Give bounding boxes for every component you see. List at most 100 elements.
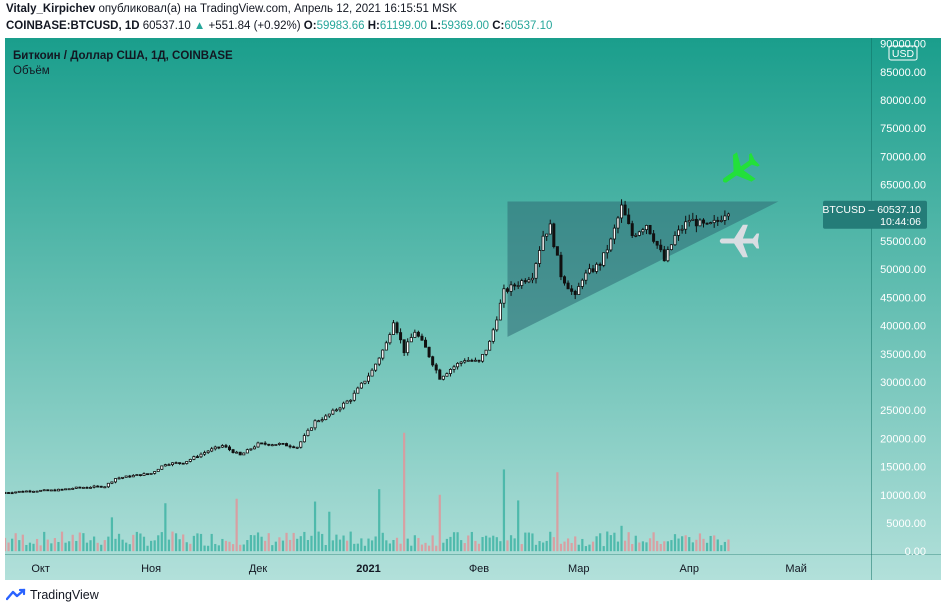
- candle: [131, 475, 135, 478]
- volume-bar: [613, 532, 616, 552]
- volume-bar: [142, 536, 146, 552]
- candle: [53, 489, 57, 492]
- candle: [39, 489, 43, 492]
- volume-bar: [157, 535, 160, 552]
- volume-bar: [331, 540, 334, 552]
- candlestick-chart[interactable]: Биткоин / Доллар США, 1Д, COINBASE Объём 9…: [5, 38, 941, 580]
- candle: [406, 341, 410, 354]
- volume-bar: [228, 541, 231, 552]
- y-tick-label: 45000.00: [880, 292, 926, 304]
- volume-indicator-label: Объём: [13, 65, 50, 77]
- volume-bar: [534, 544, 538, 552]
- candle: [10, 492, 14, 495]
- candle: [256, 442, 260, 448]
- open-label: O:: [303, 20, 317, 32]
- volume-bar: [634, 535, 637, 552]
- candle: [609, 238, 613, 251]
- volume-bar: [566, 538, 570, 552]
- candle: [427, 346, 431, 358]
- candle: [267, 443, 271, 446]
- candle: [434, 364, 438, 371]
- volume-bar: [538, 541, 541, 552]
- volume-bar: [388, 543, 391, 552]
- candle: [580, 279, 584, 287]
- candle: [680, 228, 684, 231]
- volume-bar: [663, 541, 666, 552]
- x-tick-label: Фев: [469, 563, 489, 575]
- volume-bar: [691, 542, 694, 552]
- x-tick-label: Дек: [249, 563, 268, 575]
- volume-bar: [485, 535, 488, 552]
- chart-background: [5, 38, 941, 580]
- volume-bar: [477, 543, 481, 552]
- candle: [726, 213, 730, 217]
- candle: [185, 460, 189, 464]
- candle: [473, 359, 477, 362]
- candle: [684, 221, 688, 230]
- volume-bar: [648, 538, 652, 552]
- candle: [712, 219, 716, 223]
- candle: [363, 380, 367, 384]
- volume-bar: [296, 538, 299, 552]
- candle: [128, 475, 132, 478]
- volume-bar: [28, 542, 32, 552]
- x-tick-label: 2021: [356, 563, 380, 575]
- candle: [498, 302, 502, 321]
- candle: [71, 487, 75, 490]
- candle: [374, 363, 378, 371]
- volume-bar: [641, 541, 645, 552]
- candle: [441, 375, 445, 380]
- volume-bar: [652, 532, 655, 552]
- y-tick-label: 75000.00: [880, 123, 926, 135]
- volume-bar: [242, 544, 245, 552]
- candle: [509, 284, 513, 292]
- change-up-arrow-icon: ▲: [193, 20, 206, 32]
- candle: [210, 448, 214, 452]
- candle: [231, 449, 235, 453]
- candle: [399, 332, 403, 341]
- candle: [327, 413, 331, 417]
- candle: [260, 442, 264, 445]
- open-value: 59983.66: [316, 20, 365, 32]
- y-tick-label: 70000.00: [880, 151, 926, 163]
- author-name[interactable]: Vitaly_Kirpichev: [6, 3, 96, 15]
- candle: [349, 399, 353, 402]
- candle: [163, 464, 167, 467]
- volume-bar: [306, 540, 310, 552]
- volume-bar: [328, 511, 331, 552]
- candle: [409, 337, 413, 343]
- volume-bar: [107, 536, 110, 552]
- volume-bar: [363, 545, 367, 552]
- volume-bar: [595, 536, 598, 552]
- volume-bar: [713, 535, 716, 552]
- volume-bar: [253, 535, 256, 552]
- candle: [64, 488, 68, 491]
- candle: [96, 485, 100, 488]
- candle: [538, 250, 542, 264]
- candle: [352, 392, 356, 401]
- candle: [249, 448, 253, 451]
- volume-bar: [310, 535, 313, 552]
- candle: [199, 453, 203, 458]
- candle: [391, 322, 395, 335]
- volume-bar: [260, 536, 263, 552]
- volume-bar: [178, 539, 181, 552]
- candle: [673, 235, 677, 246]
- volume-bar: [192, 535, 195, 552]
- close-label: C:: [492, 20, 505, 32]
- volume-bar: [698, 533, 702, 552]
- candle: [181, 462, 185, 465]
- candle: [35, 490, 39, 493]
- y-tick-label: 85000.00: [880, 67, 926, 79]
- y-tick-label: 90000.00: [880, 39, 926, 51]
- volume-bar: [556, 472, 559, 552]
- y-tick-label: 65000.00: [880, 180, 926, 192]
- volume-bar: [524, 532, 527, 552]
- volume-bar: [406, 538, 409, 552]
- volume-bar: [82, 533, 85, 552]
- candle: [595, 263, 599, 272]
- chart-area[interactable]: Биткоин / Доллар США, 1Д, COINBASE Объём 9…: [5, 38, 941, 580]
- footer-brand[interactable]: TradingView: [30, 588, 99, 602]
- volume-bar: [53, 538, 56, 552]
- ohlc-line: COINBASE:BTCUSD, 1D 60537.10 ▲ +551.84 (…: [6, 20, 552, 32]
